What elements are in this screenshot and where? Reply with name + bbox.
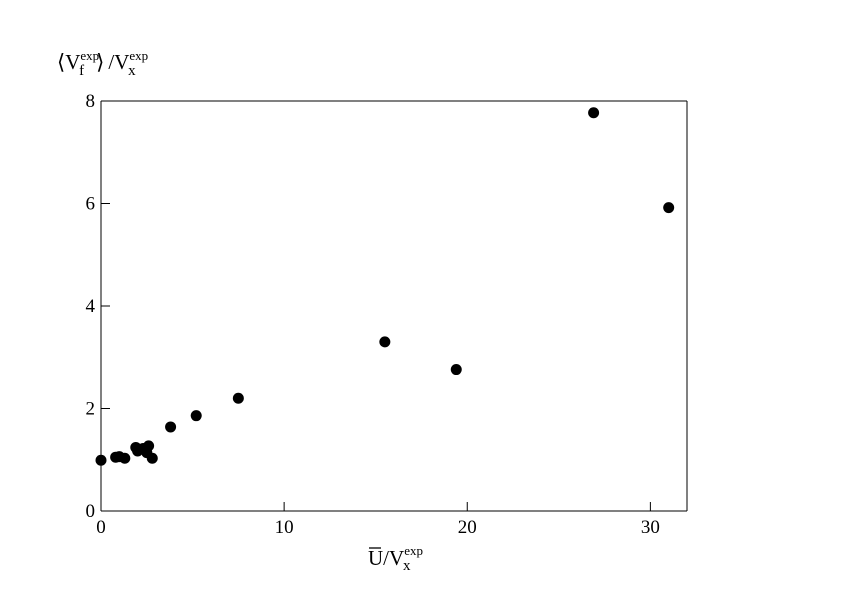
data-point xyxy=(143,440,155,452)
y-label-slash: / xyxy=(108,50,114,74)
data-point xyxy=(588,107,600,119)
y-label-v1: V xyxy=(65,50,80,74)
data-point xyxy=(663,202,675,214)
y-tick-label: 0 xyxy=(86,501,96,522)
x-label-v: V xyxy=(389,546,404,570)
x-label-v-sup: exp xyxy=(404,543,423,558)
y-tick-label: 8 xyxy=(86,91,96,112)
data-point xyxy=(146,452,158,464)
x-label-slash: / xyxy=(383,546,389,570)
data-point xyxy=(119,452,131,464)
y-axis-label: ⟨Vexp f ⟩/Vexp x xyxy=(57,48,148,79)
y-tick-label: 2 xyxy=(86,399,96,420)
plot-frame xyxy=(100,100,688,512)
y-tick-label: 4 xyxy=(86,296,96,317)
data-point xyxy=(190,410,202,422)
y-label-v2: V xyxy=(114,50,129,74)
y-label-v1-sup: exp xyxy=(80,48,99,63)
x-axis-label: U/Vexp x xyxy=(368,543,423,574)
y-label-close-bracket: ⟩ xyxy=(96,50,104,74)
data-point xyxy=(165,421,177,433)
x-tick-label: 30 xyxy=(641,517,660,538)
data-points xyxy=(95,107,675,466)
y-label-v1-sub: f xyxy=(79,63,84,79)
x-tick-label: 0 xyxy=(96,517,106,538)
data-point xyxy=(379,336,391,348)
x-label-v-sub: x xyxy=(403,558,411,574)
x-label-u: U xyxy=(368,546,383,570)
y-label-v2-sup: exp xyxy=(129,48,148,63)
y-ticks: 0 2 4 6 8 xyxy=(86,91,110,522)
x-tick-label: 10 xyxy=(275,517,294,538)
y-tick-label: 6 xyxy=(86,194,96,215)
data-point xyxy=(232,392,244,404)
data-point xyxy=(450,364,462,376)
y-label-open-bracket: ⟨ xyxy=(57,50,65,74)
data-point xyxy=(95,454,107,466)
x-tick-label: 20 xyxy=(458,517,477,538)
x-ticks: 0 10 20 30 xyxy=(96,502,660,538)
y-label-v2-sub: x xyxy=(128,63,136,79)
